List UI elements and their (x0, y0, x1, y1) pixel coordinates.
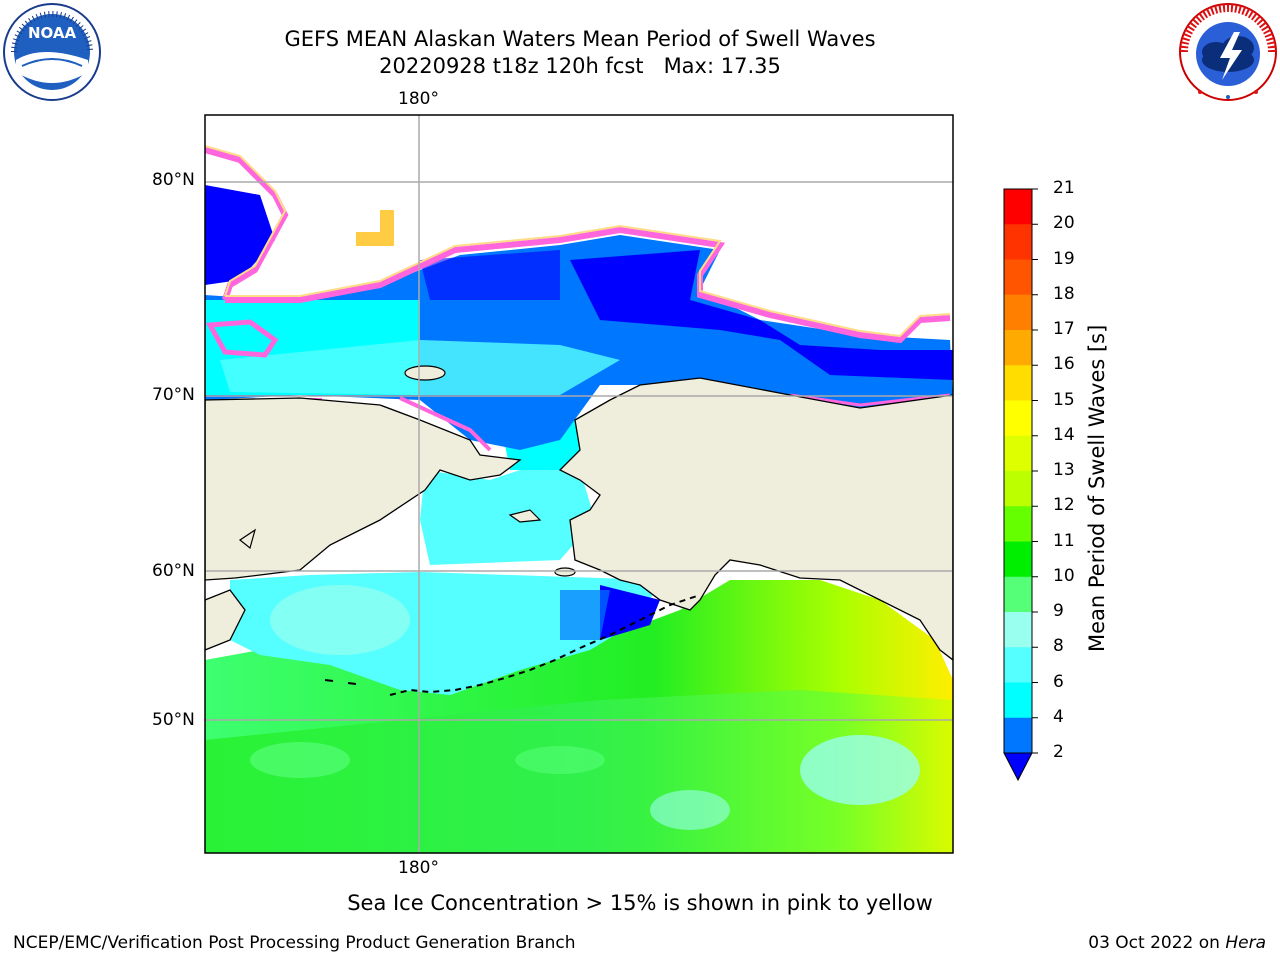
noaa-logo-icon: NOAA (3, 3, 101, 101)
colorbar-tick-label: 10 (1053, 565, 1075, 586)
nws-logo-icon (1179, 3, 1277, 101)
colorbar-box-4-6 (1004, 682, 1032, 719)
colorbar-tick-label: 4 (1053, 706, 1064, 727)
colorbar-tick-label: 11 (1053, 530, 1075, 551)
alaska-land (558, 377, 953, 661)
nunivak-island (554, 567, 576, 577)
colorbar-box-12-13 (1004, 471, 1032, 507)
colorbar-box-9-10 (1004, 576, 1032, 613)
colorbar-tick-label: 20 (1053, 213, 1075, 234)
colorbar-box-14-15 (1004, 400, 1032, 437)
lat-label-60: 60°N (152, 561, 195, 581)
footer-host: Hera (1225, 933, 1266, 953)
colorbar-box-16-17 (1004, 330, 1032, 366)
lat-label-80: 80°N (152, 170, 195, 190)
footer-credit: NCEP/EMC/Verification Post Processing Pr… (13, 933, 576, 953)
noaa-logo-text: NOAA (28, 24, 77, 42)
colorbar-tick-label: 19 (1053, 248, 1075, 269)
colorbar-extend-triangle (1003, 752, 1033, 782)
colorbar-box-6-8 (1004, 647, 1032, 683)
siberia-land (205, 397, 522, 581)
bering-strait-swell (420, 470, 595, 565)
aleutian-islands (389, 594, 701, 696)
colorbar-tick-label: 2 (1053, 742, 1064, 762)
st-lawrence-island (508, 509, 542, 523)
colorbar-box-2-4 (1004, 717, 1032, 754)
colorbar-tick-label: 15 (1053, 389, 1075, 410)
footer-date: 03 Oct 2022 on Hera (1088, 933, 1266, 953)
colorbar-tick-label: 18 (1053, 283, 1075, 304)
colorbar-box-18-19 (1004, 259, 1032, 296)
lon-label-bottom: 180° (398, 858, 439, 878)
chart-subtitle: 20220928 t18z 120h fcst Max: 17.35 (379, 54, 781, 78)
chart-title: GEFS MEAN Alaskan Waters Mean Period of … (284, 27, 876, 51)
colorbar-tick-label: 21 (1053, 178, 1075, 198)
colorbar-box-19-20 (1004, 224, 1032, 260)
sea-ice-edge (205, 147, 951, 344)
colorbar-tick-label: 9 (1053, 601, 1064, 621)
colorbar-box-11-12 (1004, 506, 1032, 542)
wrangel-island (404, 365, 446, 381)
colorbar-tick-label: 16 (1053, 354, 1075, 375)
colorbar-tick-label: 8 (1053, 636, 1064, 657)
colorbar-box-15-16 (1004, 365, 1032, 401)
colorbar-tick-label: 17 (1053, 319, 1075, 339)
colorbar-tick-label: 12 (1053, 495, 1075, 516)
map-frame (204, 114, 954, 854)
colorbar-label: Mean Period of Swell Waves [s] (1085, 324, 1109, 652)
sea-ice-note: Sea Ice Concentration > 15% is shown in … (347, 891, 933, 915)
colorbar (1003, 188, 1038, 782)
colorbar-tick-label: 13 (1053, 460, 1075, 480)
lon-label-top: 180° (398, 89, 439, 109)
graticule (205, 115, 953, 853)
colorbar-box-17-18 (1004, 294, 1032, 331)
footer-date-text: 03 Oct 2022 on (1088, 933, 1226, 953)
colorbar-box-8-9 (1004, 612, 1032, 648)
colorbar-box-10-11 (1004, 541, 1032, 578)
lat-label-70: 70°N (152, 385, 195, 405)
colorbar-tick-label: 6 (1053, 671, 1064, 692)
colorbar-box-13-14 (1004, 435, 1032, 472)
colorbar-tick-label: 14 (1053, 424, 1075, 445)
lat-label-50: 50°N (152, 710, 195, 730)
colorbar-box-20-21 (1004, 189, 1032, 225)
